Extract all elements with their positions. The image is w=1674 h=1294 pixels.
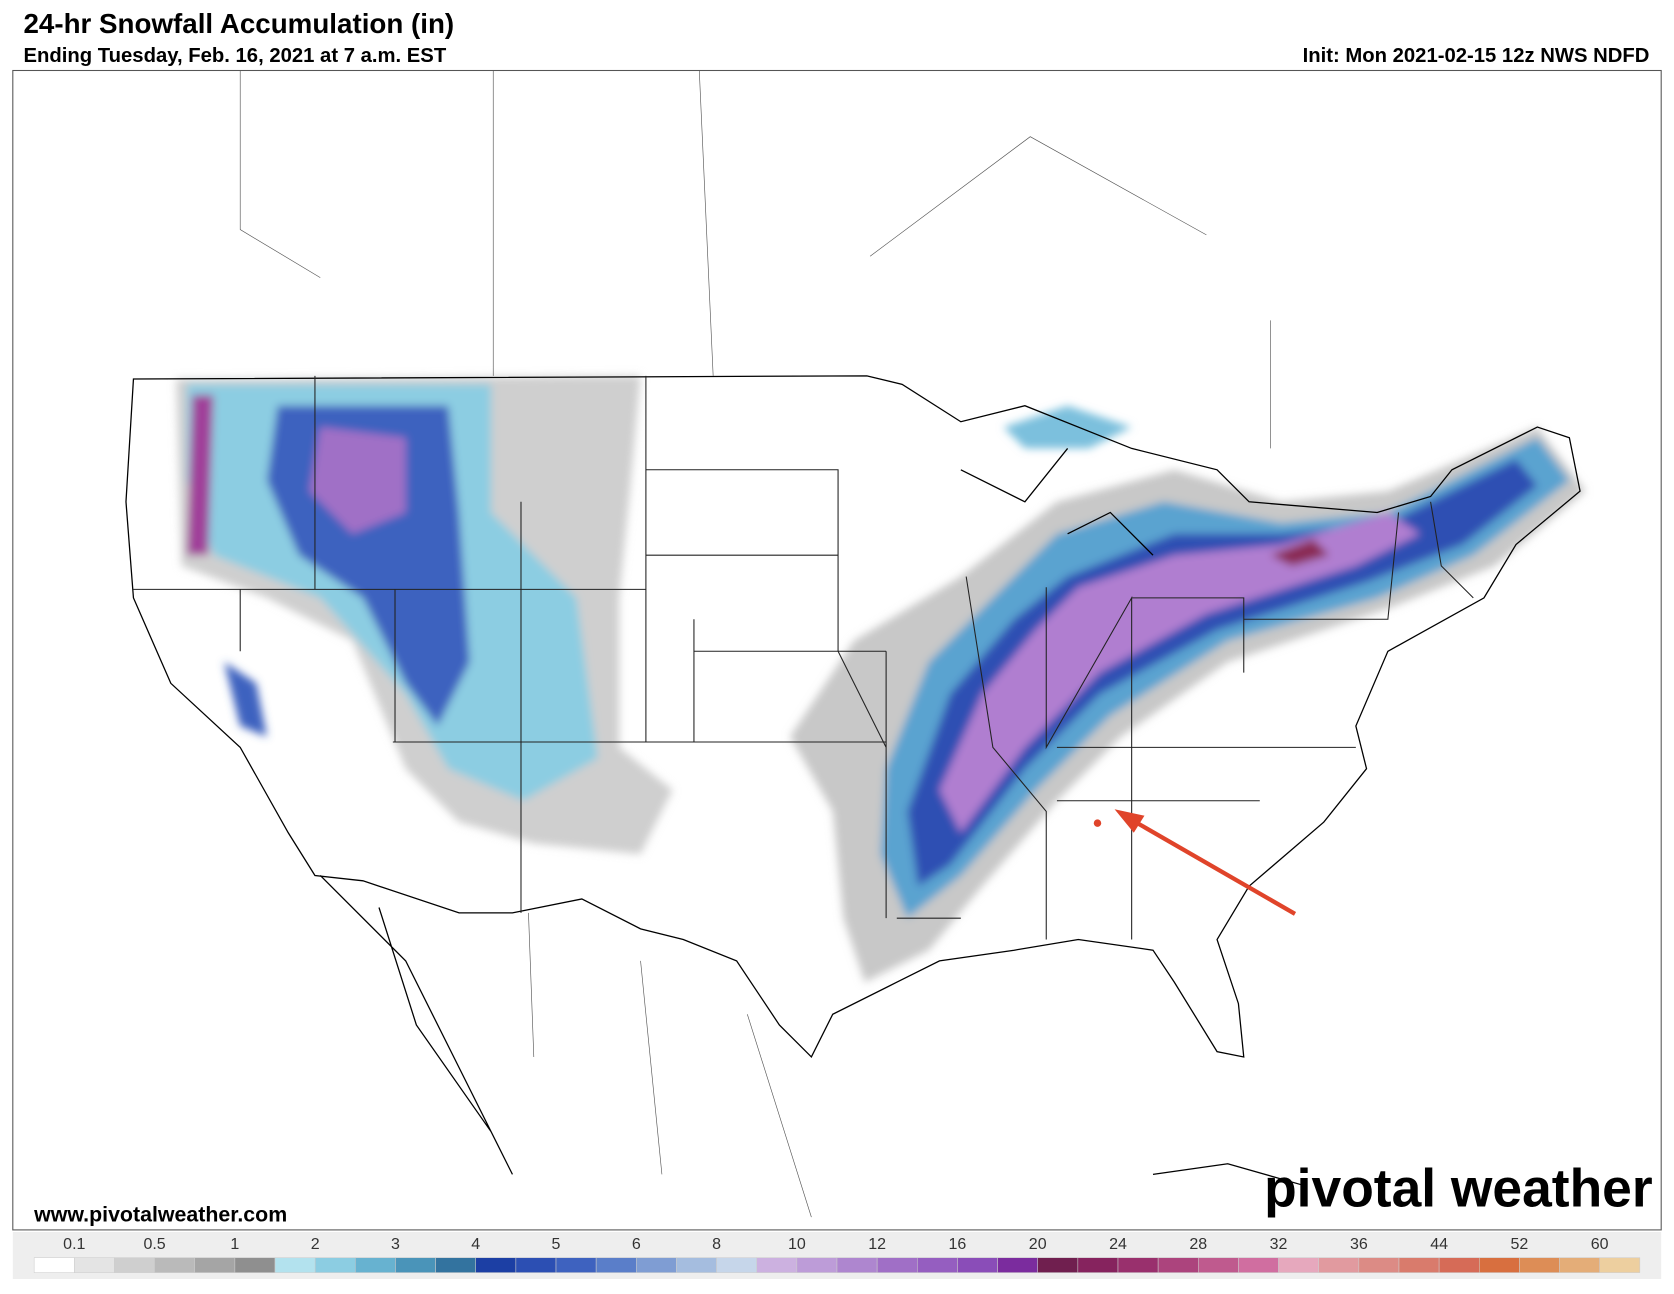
colorbar-label: 8 bbox=[712, 1236, 721, 1253]
colorbar-swatch bbox=[917, 1257, 958, 1273]
colorbar-swatch bbox=[957, 1257, 998, 1273]
colorbar-swatch bbox=[676, 1257, 717, 1273]
colorbar-label: 24 bbox=[1109, 1236, 1127, 1253]
colorbar-swatch bbox=[1599, 1257, 1641, 1273]
state-lines bbox=[133, 70, 1474, 1218]
colorbar-label: 28 bbox=[1189, 1236, 1207, 1253]
colorbar-swatch bbox=[796, 1257, 838, 1273]
us-outline bbox=[125, 375, 1581, 1059]
map-frame bbox=[12, 69, 1662, 1231]
colorbar-swatch bbox=[1358, 1257, 1400, 1273]
colorbar-swatch bbox=[595, 1257, 637, 1273]
init-time: Init: Mon 2021-02-15 12z NWS NDFD bbox=[1303, 45, 1650, 67]
snow-east bbox=[790, 405, 1586, 983]
colorbar-swatch bbox=[1438, 1257, 1480, 1273]
colorbar: 0.1 0.5 1 2 3 4 5 6 8 10 12 16 20 24 28 32 36 44 52 60 bbox=[12, 1232, 1662, 1280]
colorbar-label: 36 bbox=[1350, 1236, 1368, 1253]
colorbar-swatch bbox=[1238, 1257, 1279, 1273]
colorbar-swatch bbox=[1278, 1257, 1319, 1273]
colorbar-swatch bbox=[114, 1257, 155, 1273]
colorbar-swatch bbox=[154, 1257, 195, 1273]
colorbar-label: 6 bbox=[632, 1236, 641, 1253]
colorbar-swatch bbox=[1559, 1257, 1600, 1273]
colorbar-swatch bbox=[1198, 1257, 1239, 1273]
website: www.pivotalweather.com bbox=[33, 1202, 287, 1226]
colorbar-swatch bbox=[756, 1257, 798, 1273]
colorbar-swatch bbox=[997, 1257, 1038, 1273]
colorbar-label: 20 bbox=[1029, 1236, 1047, 1253]
colorbar-swatch bbox=[355, 1257, 396, 1273]
colorbar-swatch bbox=[33, 1257, 75, 1273]
colorbar-label: 0.1 bbox=[63, 1236, 85, 1253]
colorbar-swatch bbox=[1479, 1257, 1520, 1273]
map: www.pivotalweather.com pivotal weather bbox=[12, 69, 1662, 1231]
colorbar-swatch bbox=[435, 1257, 476, 1273]
colorbar-swatch bbox=[636, 1257, 677, 1273]
colorbar-swatch bbox=[1117, 1257, 1159, 1273]
colorbar-label: 1 bbox=[230, 1236, 239, 1253]
colorbar-swatch bbox=[1318, 1257, 1360, 1273]
colorbar-label: 5 bbox=[552, 1236, 561, 1253]
colorbar-label: 44 bbox=[1430, 1236, 1448, 1253]
colorbar-swatch bbox=[716, 1257, 757, 1273]
colorbar-swatch bbox=[515, 1257, 557, 1273]
colorbar-swatch bbox=[1157, 1257, 1199, 1273]
colorbar-swatch bbox=[74, 1257, 115, 1273]
marker-dot bbox=[1093, 819, 1102, 827]
colorbar-label: 32 bbox=[1270, 1236, 1288, 1253]
colorbar-label: 10 bbox=[788, 1236, 806, 1253]
colorbar-label: 4 bbox=[471, 1236, 480, 1253]
colorbar-label: 2 bbox=[311, 1236, 320, 1253]
subtitle: Ending Tuesday, Feb. 16, 2021 at 7 a.m. … bbox=[23, 45, 446, 67]
colorbar-swatch bbox=[1398, 1257, 1440, 1273]
colorbar-swatch bbox=[314, 1257, 356, 1273]
colorbar-swatch bbox=[876, 1257, 918, 1273]
logo: pivotal weather bbox=[1264, 1159, 1653, 1218]
colorbar-label: 60 bbox=[1591, 1236, 1609, 1253]
colorbar-swatch bbox=[475, 1257, 517, 1273]
colorbar-label: 16 bbox=[949, 1236, 967, 1253]
colorbar-swatch bbox=[555, 1257, 597, 1273]
colorbar-swatch bbox=[1077, 1257, 1119, 1273]
colorbar-swatch bbox=[1519, 1257, 1560, 1273]
snow-west bbox=[176, 375, 673, 855]
colorbar-label: 0.5 bbox=[143, 1236, 165, 1253]
annotation-arrow bbox=[1114, 809, 1297, 916]
colorbar-label: 12 bbox=[868, 1236, 886, 1253]
colorbar-label: 3 bbox=[391, 1236, 400, 1253]
colorbar-swatch bbox=[836, 1257, 878, 1273]
colorbar-label: 52 bbox=[1511, 1236, 1529, 1253]
title: 24-hr Snowfall Accumulation (in) bbox=[23, 8, 454, 39]
colorbar-swatch bbox=[395, 1257, 436, 1273]
colorbar-swatch bbox=[194, 1257, 236, 1273]
colorbar-swatch bbox=[1037, 1257, 1079, 1273]
colorbar-swatch bbox=[274, 1257, 316, 1273]
colorbar-swatch bbox=[234, 1257, 276, 1273]
